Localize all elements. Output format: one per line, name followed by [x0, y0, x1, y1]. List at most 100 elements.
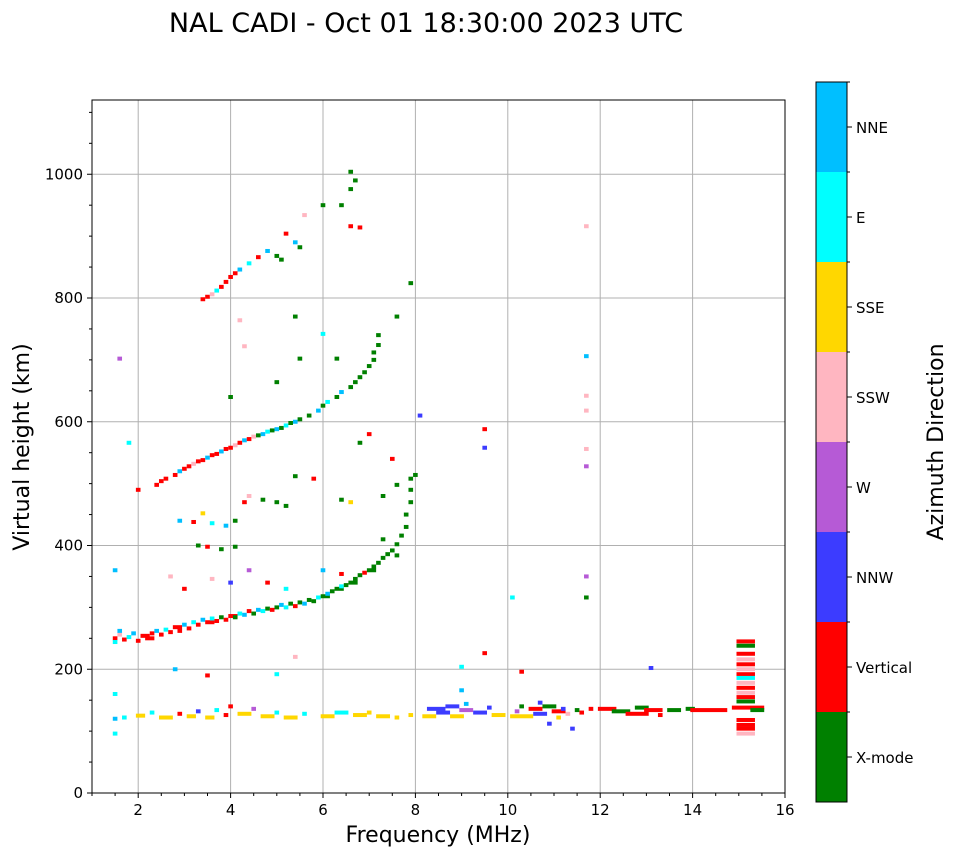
data-point-vertical	[223, 713, 229, 718]
data-point-x-mode	[385, 552, 390, 557]
data-point-vertical	[232, 271, 238, 276]
data-point-e	[112, 692, 118, 696]
data-point-x-mode	[574, 708, 580, 713]
data-point-x-mode	[274, 500, 280, 505]
data-point-nnw	[436, 710, 451, 715]
data-point-vertical	[200, 458, 206, 463]
data-point-x-mode	[348, 187, 354, 192]
data-point-nne	[112, 568, 118, 573]
data-point-x-mode	[334, 586, 344, 591]
data-point-e	[209, 616, 215, 621]
data-point-vertical	[736, 662, 755, 667]
data-point-sse	[394, 715, 400, 720]
data-point-w	[584, 464, 589, 469]
data-point-vertical	[528, 706, 543, 711]
data-point-x-mode	[320, 403, 326, 408]
data-point-e	[274, 710, 280, 715]
data-point-x-mode	[228, 395, 233, 399]
data-point-x-mode	[353, 576, 358, 581]
data-point-e	[459, 664, 464, 669]
data-point-x-mode	[634, 705, 649, 710]
data-point-sse	[366, 710, 372, 715]
data-point-ssw	[292, 654, 298, 659]
data-point-nnw	[560, 706, 566, 711]
data-point-x-mode	[311, 599, 317, 604]
y-tick-label: 600	[54, 413, 83, 431]
data-point-x-mode	[265, 606, 270, 611]
grid-lines	[92, 100, 785, 794]
x-tick-label: 4	[226, 801, 236, 819]
data-point-x-mode	[584, 595, 589, 600]
data-point-nnw	[570, 726, 575, 731]
data-point-x-mode	[736, 699, 755, 704]
colorbar-label: Azimuth Direction	[924, 343, 949, 540]
data-point-x-mode	[219, 615, 224, 620]
data-point-x-mode	[339, 203, 344, 208]
data-point-vertical	[205, 673, 210, 678]
data-point-vertical	[348, 224, 354, 229]
data-point-nne	[260, 432, 266, 437]
data-point-vertical	[228, 274, 233, 279]
x-tick-label: 2	[133, 801, 143, 819]
data-point-x-mode	[297, 600, 303, 605]
data-point-nnw	[648, 666, 654, 671]
data-point-vertical	[158, 632, 164, 637]
data-point-nnw	[228, 580, 233, 585]
data-point-x-mode	[413, 472, 418, 477]
data-point-e	[334, 710, 349, 715]
data-point-vertical	[551, 709, 566, 714]
data-point-vertical	[205, 620, 215, 625]
data-point-vertical	[223, 446, 229, 451]
data-point-sse	[237, 711, 252, 716]
data-point-vertical	[339, 571, 344, 576]
y-axis-ticks: 0 200 400 600 800 1000	[45, 111, 92, 802]
colorbar-segment	[816, 262, 847, 352]
data-point-vertical	[135, 487, 141, 492]
data-point-nnw	[533, 711, 548, 716]
data-point-x-mode	[320, 594, 330, 599]
data-point-sse	[556, 715, 561, 720]
data-point-vertical	[644, 708, 663, 713]
data-point-ssw	[736, 690, 755, 695]
data-point-ssw	[736, 667, 755, 672]
data-point-x-mode	[736, 643, 755, 648]
data-point-vertical	[172, 625, 183, 630]
colorbar-label-vertical: Vertical	[856, 659, 912, 677]
data-point-vertical	[177, 628, 183, 633]
data-point-x-mode	[394, 553, 400, 558]
data-point-x-mode	[376, 343, 381, 348]
data-point-x-mode	[408, 281, 414, 286]
data-point-x-mode	[306, 597, 312, 602]
colorbar-segment	[816, 442, 847, 532]
data-point-x-mode	[269, 428, 275, 433]
colorbar-label-w: W	[856, 479, 871, 497]
data-point-vertical	[736, 695, 755, 700]
data-point-nne	[242, 612, 247, 617]
data-point-vertical	[205, 544, 210, 549]
data-point-vertical	[237, 440, 243, 445]
data-point-x-mode	[408, 487, 414, 492]
data-point-x-mode	[376, 560, 381, 565]
data-points	[112, 169, 765, 736]
data-point-vertical	[482, 427, 488, 432]
data-point-x-mode	[394, 542, 400, 547]
data-point-x-mode	[403, 512, 409, 517]
x-axis-label: Frequency (MHz)	[346, 823, 531, 848]
x-tick-label: 10	[498, 801, 517, 819]
data-point-vertical	[195, 459, 201, 464]
data-point-vertical	[205, 294, 210, 299]
data-point-vertical	[219, 284, 224, 289]
data-point-e	[265, 429, 270, 434]
data-point-nne	[154, 628, 159, 633]
data-point-vertical	[223, 617, 229, 622]
data-point-x-mode	[380, 537, 386, 542]
data-point-nne	[242, 438, 247, 443]
data-point-vertical	[112, 636, 118, 641]
data-point-x-mode	[279, 257, 284, 262]
data-point-nne	[177, 518, 183, 523]
colorbar-segment	[816, 352, 847, 442]
data-point-nne	[223, 523, 229, 528]
data-point-x-mode	[274, 605, 280, 610]
data-point-vertical	[200, 297, 206, 302]
data-point-x-mode	[371, 357, 377, 362]
